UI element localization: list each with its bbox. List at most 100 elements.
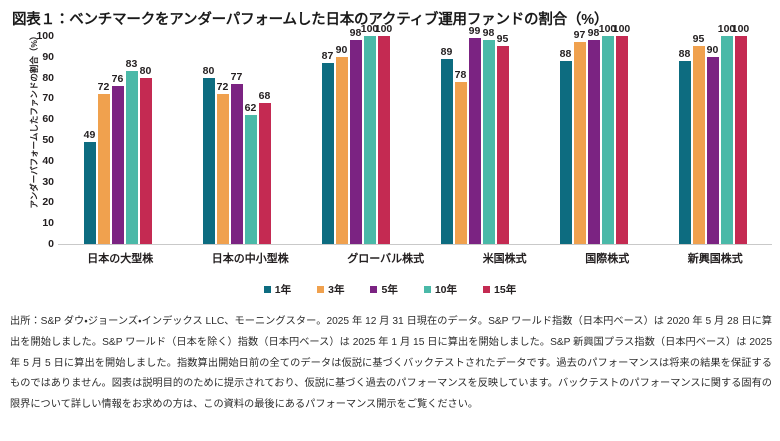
bar — [83, 142, 96, 244]
legend-swatch-icon — [370, 286, 378, 293]
y-axis-tick: 0 — [48, 237, 54, 250]
bar-value-label: 100 — [360, 22, 379, 35]
bar — [202, 78, 215, 244]
bar-value-label: 100 — [598, 22, 617, 35]
legend-swatch-icon — [423, 286, 431, 293]
x-axis-category-label: 米国株式 — [482, 253, 527, 265]
bar-column: 90 — [706, 36, 719, 244]
bar-value-label: 62 — [244, 101, 257, 114]
bar — [468, 38, 481, 244]
bar-value-label: 100 — [717, 22, 736, 35]
x-axis-category-label: 国際株式 — [585, 253, 630, 265]
x-axis-category-labels: 日本の大型株 日本の中小型株 グローバル株式 米国株式 国際株式 新興国株式 — [58, 250, 772, 272]
bar — [349, 40, 362, 244]
bar-group: 89 78 99 98 95 — [440, 25, 509, 244]
bar — [363, 36, 376, 244]
bar — [244, 115, 257, 244]
bar-column: 88 — [678, 36, 691, 244]
bar — [496, 46, 509, 244]
bar-column: 83 — [125, 36, 138, 244]
bar-value-label: 87 — [321, 49, 334, 62]
bar-value-label: 95 — [496, 32, 509, 45]
bar — [230, 84, 243, 244]
legend-item[interactable]: 3年 — [317, 282, 344, 297]
bar-column: 100 — [613, 23, 630, 244]
bar-value-label: 88 — [678, 47, 691, 60]
y-axis-tick: 40 — [42, 154, 54, 167]
y-axis-tick: 10 — [42, 216, 54, 229]
y-axis-tick: 20 — [42, 196, 54, 209]
bar — [139, 78, 152, 244]
bar-column: 98 — [587, 27, 600, 244]
bar-value-label: 80 — [139, 64, 152, 77]
bar-column: 89 — [440, 36, 453, 244]
bar — [706, 57, 719, 244]
bar — [440, 59, 453, 244]
bar — [720, 36, 733, 244]
y-axis-tick: 50 — [42, 133, 54, 146]
legend-swatch-icon — [263, 286, 271, 293]
legend-label: 5年 — [381, 284, 398, 296]
bar-value-label: 99 — [468, 24, 481, 37]
legend-label: 15年 — [494, 284, 517, 296]
bar-column: 98 — [482, 27, 495, 244]
bar-column: 72 — [216, 36, 229, 244]
y-axis-tick: 90 — [42, 50, 54, 63]
bar-value-label: 80 — [202, 64, 215, 77]
legend-swatch-icon — [317, 286, 325, 293]
bar-value-label: 76 — [111, 72, 124, 85]
legend-item[interactable]: 5年 — [370, 282, 398, 297]
legend-label: 1年 — [274, 284, 292, 296]
bar-column: 78 — [454, 36, 467, 244]
x-axis-category-label: 日本の中小型株 — [211, 253, 289, 265]
x-axis-category-label: グローバル株式 — [347, 253, 425, 265]
bar — [97, 94, 110, 244]
bar — [258, 103, 271, 244]
bar-value-label: 72 — [216, 80, 229, 93]
bar — [377, 36, 390, 244]
bar — [482, 40, 495, 244]
y-axis-tick: 30 — [42, 175, 54, 188]
bar-column: 77 — [230, 36, 243, 244]
bar-column: 98 — [349, 27, 362, 244]
bar-value-label: 49 — [83, 128, 96, 141]
bar-column: 99 — [468, 25, 481, 244]
bar-column: 100 — [718, 23, 735, 244]
bar-value-label: 100 — [612, 22, 631, 35]
bar — [734, 36, 747, 244]
bar-value-label: 98 — [482, 26, 495, 39]
bar-chart: アンダーパフォームしたファンドの割合（%） 100 90 80 70 60 50 40 30 2… — [0, 23, 780, 308]
bar — [573, 42, 586, 244]
bar — [615, 36, 628, 244]
bar-group: 88 95 90 100 100 — [678, 23, 749, 244]
bar-value-label: 98 — [587, 26, 600, 39]
bar-column: 100 — [599, 23, 616, 244]
bar-value-label: 77 — [230, 70, 243, 83]
legend-item[interactable]: 15年 — [483, 282, 516, 297]
bar-column: 100 — [732, 23, 749, 244]
y-axis-tick: 100 — [36, 29, 54, 42]
legend-item[interactable]: 10年 — [423, 282, 457, 297]
bar-value-label: 90 — [335, 43, 348, 56]
bar-column: 80 — [202, 36, 215, 244]
bar-column: 95 — [496, 32, 509, 244]
bar-column: 95 — [692, 33, 705, 244]
bar — [692, 46, 705, 244]
y-axis-tick: 60 — [42, 112, 54, 125]
bar — [321, 63, 334, 244]
bar-column: 87 — [321, 36, 334, 244]
legend-item[interactable]: 1年 — [263, 282, 292, 297]
bar-groups: 49 72 76 83 80 80 72 77 62 68 87 90 98 100 100 89 78 99 98… — [58, 23, 772, 244]
bar-value-label: 97 — [573, 28, 586, 41]
bar-value-label: 83 — [125, 57, 138, 70]
bar-column: 90 — [335, 36, 348, 244]
bar — [335, 57, 348, 244]
bar — [125, 71, 138, 244]
x-axis-baseline — [58, 244, 772, 245]
bar — [111, 86, 124, 244]
bar — [559, 61, 572, 244]
y-axis-ticks: 100 90 80 70 60 50 40 30 20 10 0 — [18, 31, 54, 250]
x-axis-category-label: 日本の大型株 — [87, 253, 154, 265]
bar — [678, 61, 691, 244]
